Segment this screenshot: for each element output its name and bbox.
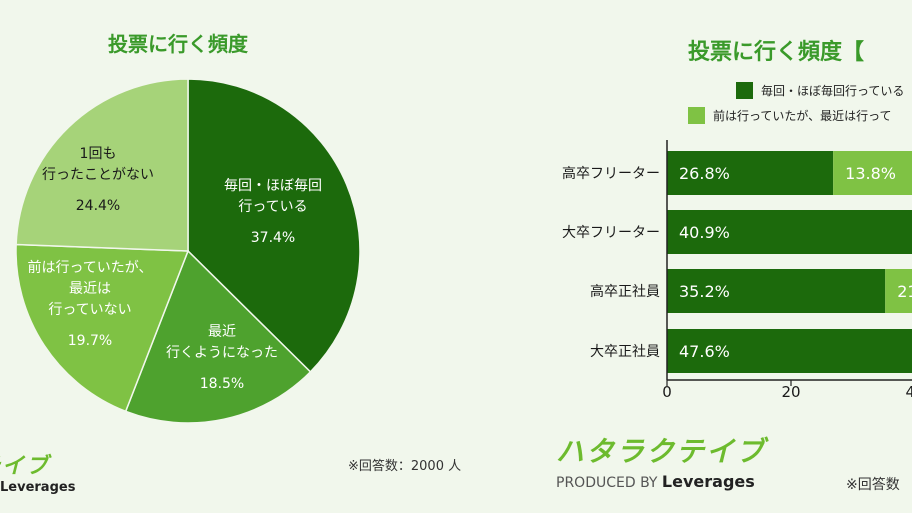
pie-slice-4 bbox=[15, 78, 189, 252]
pie-slice-4-label-line-2: 行ったことがない bbox=[42, 167, 154, 183]
bar-4-series-1-value-label: 47.6% bbox=[679, 342, 730, 361]
bar-chart-title: 投票に行く頻度【 bbox=[688, 40, 865, 65]
bar-chart: 高卒フリーター 26.8% 13.8% 大卒フリーター 40.9% 高卒正社員 35.2% 2… bbox=[562, 140, 912, 401]
pie-slice-1-value-label: 37.4% bbox=[251, 230, 295, 246]
bar-3-series-2-value-label: 21 bbox=[897, 282, 912, 301]
y-tick-label-3: 高卒正社員 bbox=[590, 283, 660, 300]
x-tick-label-2: 20 bbox=[781, 383, 800, 401]
legend-swatch-series-2 bbox=[688, 107, 705, 124]
bar-2-series-1-value-label: 40.9% bbox=[679, 223, 730, 242]
legend-item-series-1: 毎回・ほぼ毎回行っている bbox=[736, 82, 904, 99]
pie-slice-3-label-line-2: 最近は bbox=[69, 281, 111, 297]
bar-2-series-1 bbox=[667, 210, 912, 254]
logo-right-jp-text: ハタラクテイブ bbox=[556, 435, 767, 468]
legend-swatch-series-1 bbox=[736, 82, 753, 99]
logo-right-brand: Leverages bbox=[661, 472, 755, 491]
bar-3-series-2 bbox=[885, 269, 912, 313]
pie-slice-4-label-line-1: 1回も bbox=[80, 146, 117, 162]
logo-right-produced-by: PRODUCED BY bbox=[556, 475, 658, 491]
pie-slice-3-label-line-1: 前は行っていたが、 bbox=[27, 259, 152, 276]
bar-1-series-2 bbox=[833, 151, 912, 195]
x-tick-label-3: 40 bbox=[905, 383, 912, 401]
pie-slice-3-label-line-3: 行っていない bbox=[48, 302, 131, 318]
pie-slice-4-value-label: 24.4% bbox=[76, 198, 120, 214]
bar-response-count-note: ※回答数 bbox=[846, 477, 900, 493]
pie-slice-2-value-label: 18.5% bbox=[200, 376, 244, 392]
pie-response-count-note: ※回答数：2000 人 bbox=[348, 459, 462, 474]
legend-label-series-2: 前は行っていたが、最近は行って bbox=[713, 109, 892, 123]
pie-slice-2-label-line-1: 最近 bbox=[208, 324, 236, 340]
y-tick-label-4: 大卒正社員 bbox=[590, 344, 660, 360]
logo-right-sub-text: PRODUCED BY Leverages bbox=[556, 472, 766, 491]
y-tick-label-1: 高卒フリーター bbox=[562, 165, 660, 182]
pie-slice-1 bbox=[187, 78, 361, 373]
bar-1-series-1 bbox=[667, 151, 834, 195]
legend-item-series-2: 前は行っていたが、最近は行って bbox=[688, 107, 892, 124]
bar-1-series-2-value-label: 13.8% bbox=[845, 164, 896, 183]
brand-logo-right: ハタラクテイブ PRODUCED BY Leverages bbox=[556, 430, 766, 491]
pie-slice-3 bbox=[15, 243, 190, 413]
x-tick-label-1: 0 bbox=[662, 383, 672, 401]
pie-chart-title: 投票に行く頻度 bbox=[108, 32, 248, 56]
bar-4-series-1 bbox=[667, 329, 912, 373]
logo-left-sub-text: Leverages bbox=[0, 480, 76, 495]
bar-3-series-1-value-label: 35.2% bbox=[679, 282, 730, 301]
brand-logo-left: テイブ Leverages bbox=[0, 448, 75, 495]
pie-slice-3-value-label: 19.7% bbox=[68, 333, 112, 349]
y-tick-label-2: 大卒フリーター bbox=[562, 225, 660, 241]
bar-3-series-1 bbox=[667, 269, 886, 313]
pie-slice-1-label-line-2: 行っている bbox=[238, 199, 307, 215]
bar-1-series-1-value-label: 26.8% bbox=[679, 164, 730, 183]
pie-slice-1-label-line-1: 毎回・ほぼ毎回 bbox=[224, 178, 322, 194]
logo-left-jp-text: テイブ bbox=[0, 454, 51, 479]
legend-label-series-1: 毎回・ほぼ毎回行っている bbox=[761, 84, 905, 98]
pie-slice-2-label-line-2: 行くようになった bbox=[166, 345, 278, 361]
